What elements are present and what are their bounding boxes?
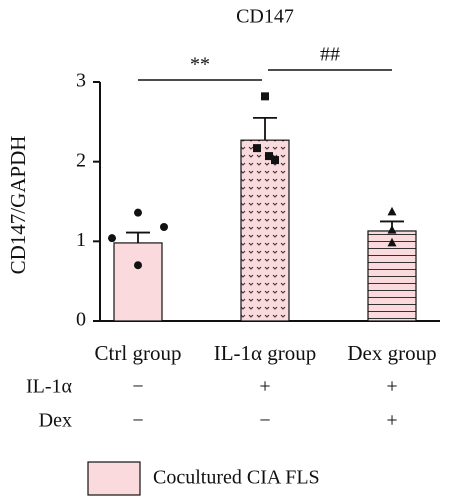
treatment-mark: − [132,376,143,398]
y-tick-label: 2 [76,149,86,171]
y-tick-label: 0 [76,309,86,331]
y-tick-label: 3 [76,70,86,92]
legend-label: Cocultured CIA FLS [153,467,320,489]
data-point [261,92,269,101]
chart-title: CD147 [236,6,294,28]
data-point [134,208,142,217]
error-bar [253,116,277,141]
y-axis-label: CD147/GAPDH [6,136,30,275]
x-tick-label: Ctrl group [95,341,182,365]
treatment-mark: − [259,410,270,432]
treatment-label: Dex [39,410,72,432]
data-point [134,261,142,270]
significance-label: ** [190,54,210,76]
data-point [271,156,279,165]
bar [113,242,163,322]
error-bar [126,231,150,243]
legend-swatch [87,461,141,496]
bar [240,139,290,322]
treatment-label: IL-1α [26,376,73,398]
treatment-mark: + [386,376,397,398]
treatment-mark: + [259,376,270,398]
data-point [387,225,397,234]
treatment-mark: − [132,410,143,432]
data-point [387,206,397,216]
x-tick-label: IL-1α group [214,341,317,365]
data-point [265,152,273,161]
significance-label: ## [320,44,340,66]
treatment-mark: + [386,410,397,432]
data-point [253,144,261,153]
data-point [160,222,168,231]
x-tick-label: Dex group [347,341,436,365]
y-tick-label: 1 [76,229,86,251]
data-point [108,234,116,243]
data-point [387,237,397,247]
